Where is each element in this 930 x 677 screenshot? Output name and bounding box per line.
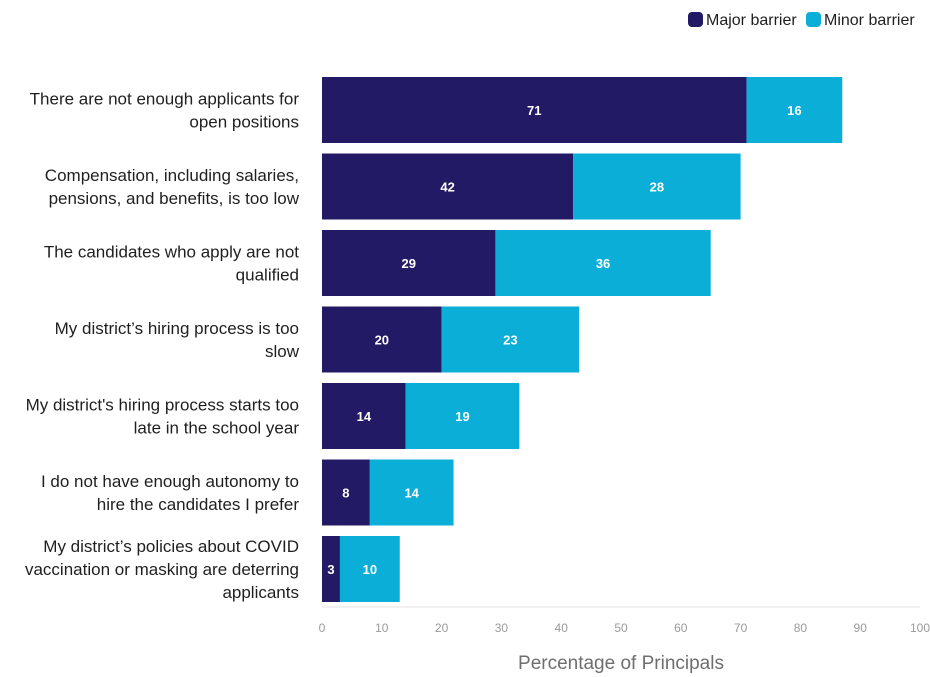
legend-label-0: Major barrier xyxy=(706,12,797,29)
x-tick-label-20: 20 xyxy=(435,621,449,635)
x-tick-label-100: 100 xyxy=(910,621,930,635)
category-label-3-line-0: My district’s hiring process is too xyxy=(55,319,299,338)
data-label-minor-barrier-2: 36 xyxy=(596,256,610,271)
category-label-2-line-0: The candidates who apply are not xyxy=(44,243,299,262)
legend-label-1: Minor barrier xyxy=(824,12,915,29)
bars: 71 16 42 28 29 36 20 23 14 19 8 14 3 10 xyxy=(322,77,843,602)
data-label-minor-barrier-6: 10 xyxy=(363,562,377,577)
data-label-minor-barrier-3: 23 xyxy=(503,333,517,348)
bar-minor-barrier-4 xyxy=(405,383,520,449)
data-label-minor-barrier-0: 16 xyxy=(787,103,801,118)
data-label-major-barrier-1: 42 xyxy=(440,180,454,195)
data-label-major-barrier-0: 71 xyxy=(527,103,541,118)
category-label-3-line-1: slow xyxy=(265,342,300,361)
category-label-6-line-1: vaccination or masking are deterring xyxy=(25,560,299,579)
bar-major-barrier-0 xyxy=(322,77,747,143)
bar-minor-barrier-1 xyxy=(573,153,741,220)
x-tick-label-0: 0 xyxy=(319,621,326,635)
category-label-4-line-1: late in the school year xyxy=(134,419,300,438)
category-label-2-line-1: qualified xyxy=(236,266,299,285)
category-label-5-line-1: hire the candidates I prefer xyxy=(97,495,300,514)
legend-swatch-1 xyxy=(806,12,821,27)
data-label-major-barrier-3: 20 xyxy=(375,333,389,348)
data-label-major-barrier-5: 8 xyxy=(342,486,349,501)
bar-minor-barrier-3 xyxy=(441,306,580,373)
bar-major-barrier-4 xyxy=(322,383,406,449)
data-label-major-barrier-6: 3 xyxy=(327,562,334,577)
x-tick-label-40: 40 xyxy=(555,621,569,635)
bar-major-barrier-6 xyxy=(322,536,340,602)
category-labels: There are not enough applicants for open … xyxy=(25,90,300,603)
bar-minor-barrier-2 xyxy=(495,230,711,296)
x-tick-label-50: 50 xyxy=(614,621,628,635)
data-label-minor-barrier-4: 19 xyxy=(455,409,469,424)
data-label-minor-barrier-1: 28 xyxy=(650,180,664,195)
x-tick-label-30: 30 xyxy=(495,621,509,635)
legend-swatch-0 xyxy=(688,12,703,27)
bar-minor-barrier-6 xyxy=(339,536,400,602)
data-label-major-barrier-2: 29 xyxy=(401,256,415,271)
x-tick-label-80: 80 xyxy=(794,621,808,635)
x-tick-label-10: 10 xyxy=(375,621,389,635)
bar-major-barrier-5 xyxy=(322,459,370,526)
x-axis-title: Percentage of Principals xyxy=(518,653,724,674)
data-label-major-barrier-4: 14 xyxy=(357,409,372,424)
x-tick-label-90: 90 xyxy=(854,621,868,635)
category-label-6-line-0: My district’s policies about COVID xyxy=(43,537,299,556)
category-label-5-line-0: I do not have enough autonomy to xyxy=(41,472,299,491)
legend: Major barrier Minor barrier xyxy=(688,12,915,29)
x-tick-label-60: 60 xyxy=(674,621,688,635)
category-label-4-line-0: My district's hiring process starts too xyxy=(26,396,299,415)
category-label-0-line-0: There are not enough applicants for xyxy=(30,90,300,109)
bar-major-barrier-3 xyxy=(322,306,442,373)
category-label-0-line-1: open positions xyxy=(189,113,299,132)
bar-minor-barrier-5 xyxy=(369,459,454,526)
category-label-6-line-2: applicants xyxy=(222,583,299,602)
bar-major-barrier-1 xyxy=(322,153,574,220)
bar-major-barrier-2 xyxy=(322,230,496,296)
x-tick-label-70: 70 xyxy=(734,621,748,635)
data-label-minor-barrier-5: 14 xyxy=(404,486,419,501)
x-axis: 0 10 20 30 40 50 60 70 80 90 100 xyxy=(319,606,930,635)
bar-minor-barrier-0 xyxy=(746,77,843,143)
category-label-1-line-1: pensions, and benefits, is too low xyxy=(49,189,300,208)
category-label-1-line-0: Compensation, including salaries, xyxy=(45,166,299,185)
